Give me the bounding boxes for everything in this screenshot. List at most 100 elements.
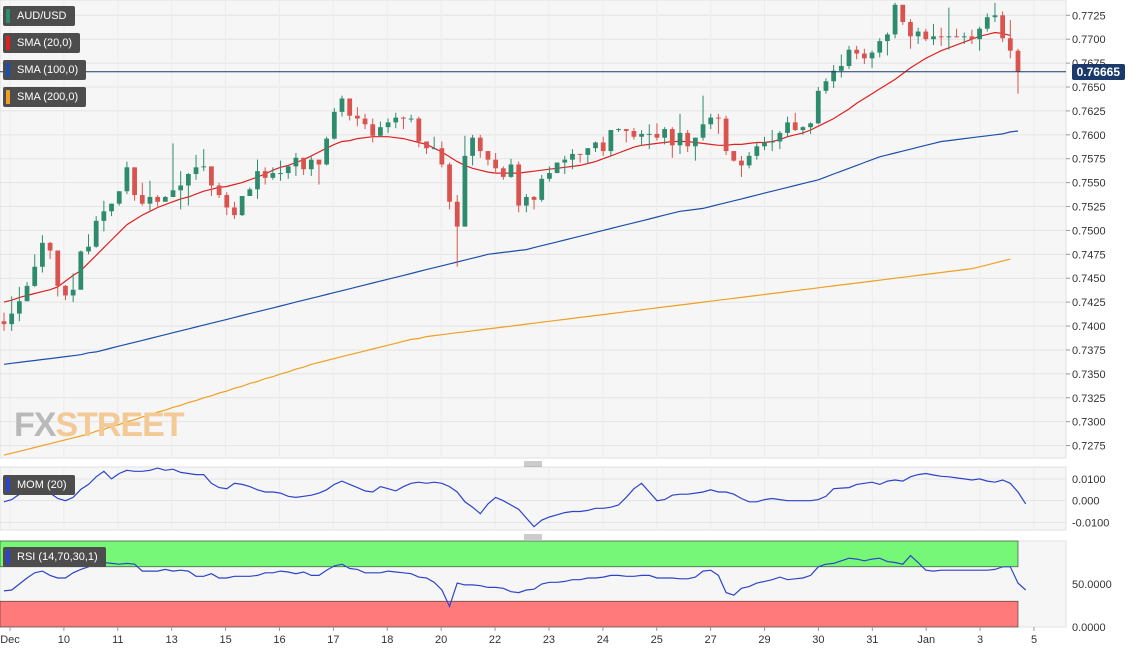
legend-rsi[interactable]: RSI (14,70,30,1) bbox=[3, 547, 106, 567]
legend-sma20[interactable]: SMA (20,0) bbox=[3, 33, 81, 53]
candle bbox=[55, 250, 61, 297]
candle-body bbox=[1, 321, 7, 325]
candle bbox=[585, 148, 591, 164]
candle-body bbox=[992, 15, 998, 18]
sma20-layer bbox=[3, 31, 1011, 303]
rsi-layer bbox=[3, 554, 1027, 609]
x-tick-label: 22 bbox=[489, 634, 501, 646]
legend-sma200[interactable]: SMA (200,0) bbox=[3, 87, 87, 107]
candle bbox=[861, 48, 867, 65]
x-tick-label: 5 bbox=[1031, 634, 1037, 646]
candle bbox=[493, 152, 499, 173]
candle-body bbox=[500, 168, 506, 177]
x-tick-label: 13 bbox=[166, 634, 178, 646]
x-tick-label: 10 bbox=[58, 634, 70, 646]
candle bbox=[370, 118, 376, 143]
legend-sma100[interactable]: SMA (100,0) bbox=[3, 60, 87, 80]
candle-body bbox=[155, 196, 161, 202]
panel-resize-handle-2[interactable] bbox=[524, 534, 542, 540]
candle-body bbox=[892, 4, 898, 35]
price-panel-background bbox=[0, 0, 1067, 459]
candle bbox=[777, 130, 783, 150]
candle-body bbox=[485, 151, 491, 160]
candle bbox=[969, 29, 975, 44]
candle bbox=[270, 167, 276, 180]
candle bbox=[846, 45, 852, 69]
candle bbox=[116, 191, 122, 206]
candle bbox=[201, 149, 207, 172]
candle bbox=[347, 98, 353, 121]
x-tick-label: 24 bbox=[597, 634, 609, 646]
candle-body bbox=[93, 220, 99, 247]
candle-body bbox=[931, 36, 936, 40]
candle bbox=[508, 158, 514, 178]
candle-body bbox=[792, 122, 798, 131]
candle-body bbox=[178, 185, 184, 191]
candle-body bbox=[370, 124, 376, 136]
mom-tick-label: 0.0100 bbox=[1072, 474, 1106, 486]
legend-mom-swatch bbox=[6, 478, 10, 492]
candle bbox=[485, 151, 491, 166]
price-tick-label: 0.7400 bbox=[1072, 321, 1106, 333]
candle bbox=[815, 87, 821, 125]
candle-body bbox=[262, 171, 268, 178]
candle bbox=[769, 130, 775, 152]
candle-body bbox=[63, 285, 68, 296]
sma100-line bbox=[3, 130, 1019, 365]
candle-body bbox=[331, 111, 337, 139]
candle-body bbox=[815, 90, 821, 124]
candle-body bbox=[1000, 15, 1006, 39]
candle bbox=[301, 157, 306, 175]
legend-symbol[interactable]: AUD/USD bbox=[3, 6, 75, 26]
candle bbox=[547, 166, 552, 182]
fxstreet-logo: FXSTREET bbox=[14, 406, 185, 445]
candle bbox=[139, 182, 145, 206]
candle-body bbox=[908, 21, 913, 37]
candle bbox=[731, 151, 737, 162]
candle-body bbox=[78, 251, 84, 290]
candle bbox=[209, 166, 214, 197]
candle bbox=[124, 161, 130, 195]
candle-body bbox=[16, 301, 22, 314]
candle-body bbox=[362, 118, 368, 125]
candle bbox=[86, 234, 91, 255]
mom-tick-label: -0.0100 bbox=[1072, 517, 1109, 529]
candle-body bbox=[677, 132, 683, 146]
candle-body bbox=[716, 117, 721, 119]
candle bbox=[746, 152, 752, 169]
panel-resize-handle-1[interactable] bbox=[524, 461, 542, 467]
rsi-line bbox=[3, 554, 1027, 609]
candle bbox=[255, 159, 260, 199]
price-tick-label: 0.7550 bbox=[1072, 178, 1106, 190]
candle bbox=[554, 162, 560, 174]
legend-mom[interactable]: MOM (20) bbox=[3, 475, 75, 495]
candle-body bbox=[539, 178, 545, 200]
candle bbox=[923, 28, 929, 42]
candle-body bbox=[562, 159, 568, 163]
candle-body bbox=[354, 115, 360, 119]
x-tick-label: 11 bbox=[112, 634, 123, 646]
price-tick-label: 0.7600 bbox=[1072, 130, 1106, 142]
candle-body bbox=[946, 36, 952, 38]
price-tick-label: 0.7650 bbox=[1072, 82, 1106, 94]
candle-body bbox=[646, 133, 652, 135]
candle-body bbox=[623, 129, 629, 131]
candle bbox=[892, 2, 898, 39]
candle-body bbox=[846, 49, 852, 66]
candle-body bbox=[700, 124, 706, 138]
candle-body bbox=[255, 171, 260, 190]
candle bbox=[339, 95, 345, 117]
rsi-tick-label: 0.0000 bbox=[1072, 622, 1106, 634]
candle-body bbox=[577, 153, 583, 155]
candle-body bbox=[378, 127, 383, 136]
candle bbox=[316, 159, 322, 185]
rsi-overbought-zone bbox=[0, 540, 1019, 568]
legend-rsi-swatch bbox=[6, 550, 10, 564]
candle bbox=[616, 128, 621, 132]
candle-body bbox=[685, 132, 691, 147]
price-tick-label: 0.7475 bbox=[1072, 249, 1106, 261]
candle bbox=[63, 284, 68, 301]
candle-body bbox=[1007, 38, 1013, 51]
candle bbox=[247, 187, 253, 197]
